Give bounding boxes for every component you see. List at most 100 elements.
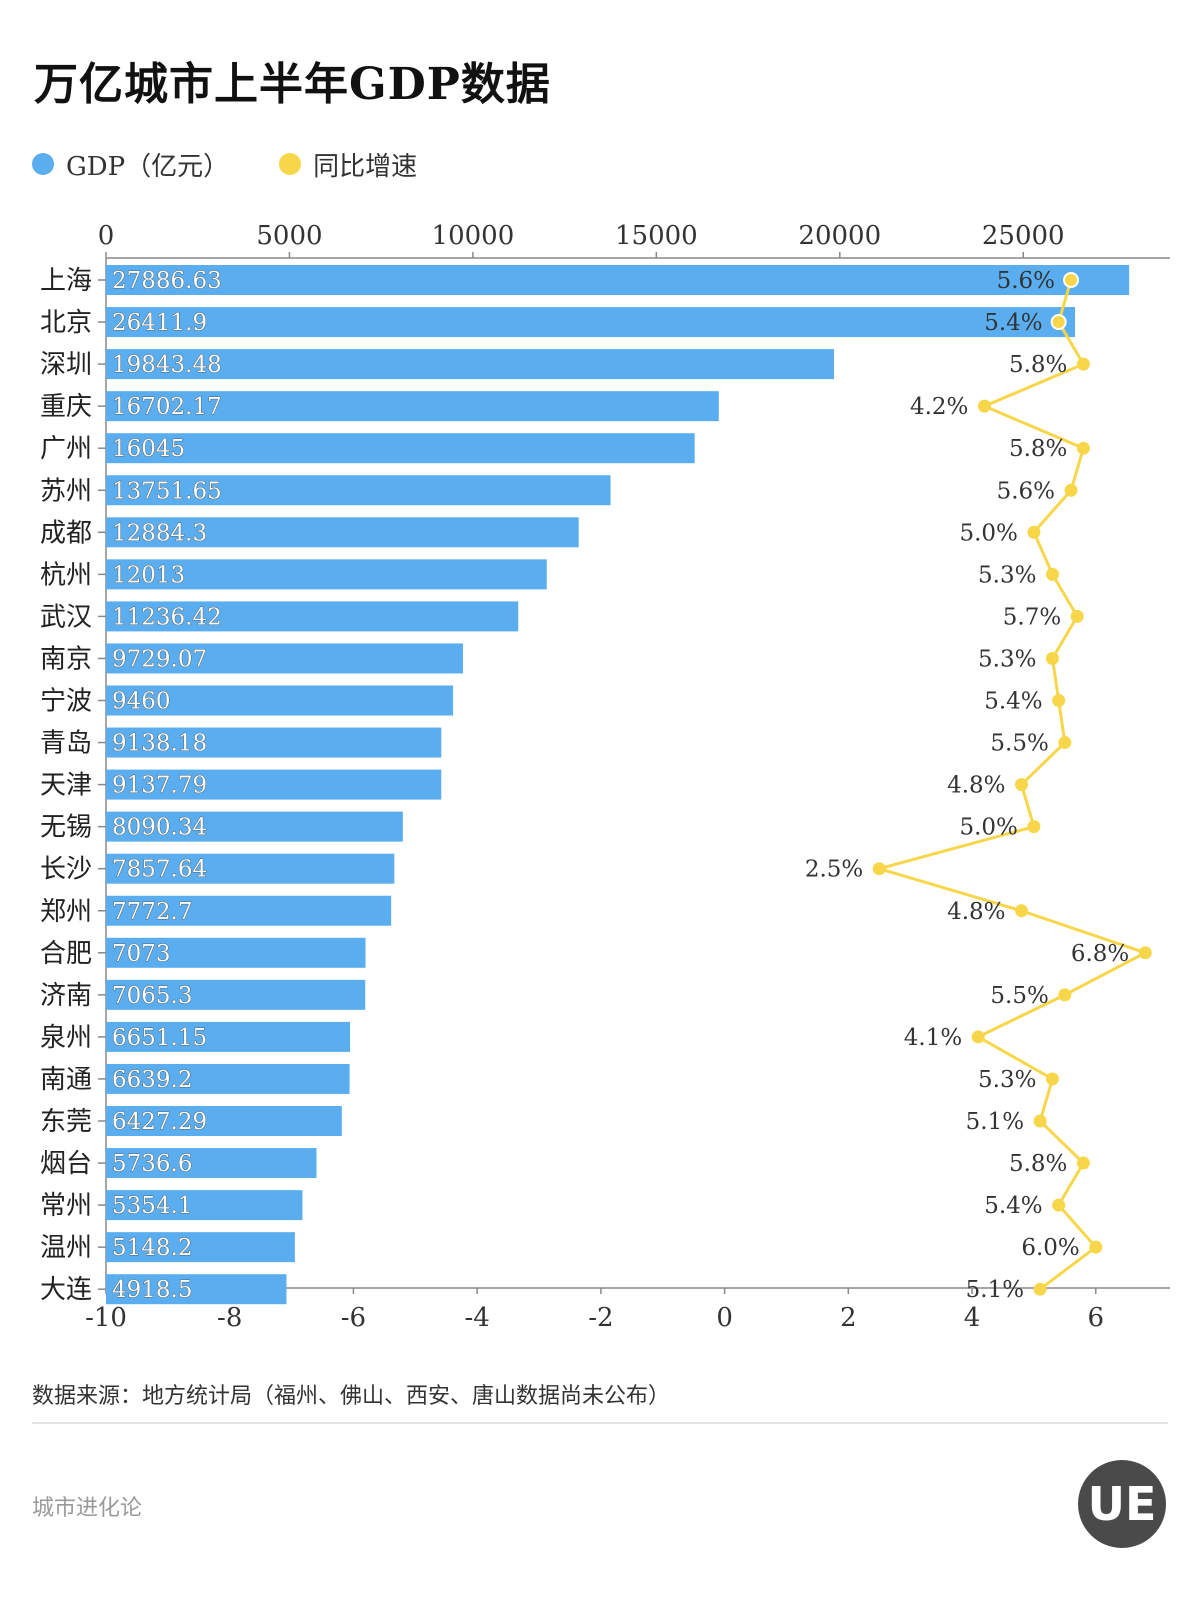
legend-swatch-growth	[279, 153, 302, 175]
chart-title: 万亿城市上半年GDP数据	[34, 59, 551, 110]
growth-value-label: 5.5%	[990, 983, 1048, 1009]
category-label: 武汉	[40, 602, 92, 632]
growth-value-label: 6.8%	[1071, 941, 1129, 967]
gdp-value-label: 12884.3	[112, 520, 207, 546]
gdp-bar	[106, 307, 1076, 338]
gdp-value-label: 6427.29	[112, 1109, 207, 1135]
gdp-bar	[106, 1106, 342, 1136]
top-axis-tick-label: 25000	[982, 221, 1065, 251]
top-axis-tick-label: 15000	[615, 221, 698, 251]
category-label: 重庆	[40, 392, 92, 422]
growth-point	[1027, 525, 1041, 539]
gdp-bar	[106, 475, 611, 506]
gdp-value-label: 27886.63	[112, 268, 222, 294]
category-label: 大连	[40, 1275, 92, 1305]
growth-point	[1052, 694, 1066, 707]
category-label: 天津	[40, 771, 92, 801]
category-label: 深圳	[40, 350, 92, 380]
growth-value-label: 5.3%	[978, 562, 1036, 588]
growth-point	[1033, 1114, 1047, 1128]
growth-value-label: 5.8%	[1009, 1151, 1067, 1177]
category-label: 成都	[40, 518, 92, 548]
gdp-bar	[106, 1190, 303, 1221]
gdp-bar	[106, 643, 463, 674]
growth-point	[1045, 651, 1059, 665]
top-axis-tick-label: 10000	[432, 221, 515, 251]
growth-value-label: 5.3%	[978, 1067, 1036, 1093]
category-label: 济南	[40, 981, 92, 1011]
growth-value-label: 5.1%	[966, 1109, 1024, 1135]
category-label: 泉州	[40, 1023, 92, 1053]
gdp-bar	[106, 433, 695, 464]
growth-value-label: 5.7%	[1003, 604, 1061, 630]
growth-value-label: 5.3%	[978, 646, 1036, 672]
category-label: 东莞	[40, 1107, 92, 1137]
gdp-bar	[106, 895, 392, 926]
category-label: 上海	[40, 266, 92, 296]
gdp-value-label: 9729.07	[112, 646, 207, 672]
category-label: 南京	[40, 644, 92, 674]
growth-value-label: 5.0%	[959, 815, 1017, 841]
growth-point	[1070, 609, 1084, 623]
growth-point	[1064, 483, 1078, 497]
gdp-bar	[106, 937, 366, 968]
gdp-value-label: 7772.7	[112, 899, 192, 925]
gdp-bar	[106, 391, 719, 422]
bottom-axis-tick-label: -4	[464, 1303, 489, 1333]
gdp-bar	[106, 1148, 317, 1179]
gdp-value-label: 7857.64	[112, 857, 207, 883]
category-label: 无锡	[40, 813, 92, 843]
category-label: 苏州	[40, 476, 92, 506]
category-label: 烟台	[40, 1149, 92, 1179]
category-label: 温州	[40, 1233, 92, 1263]
gdp-bar	[106, 601, 519, 632]
legend: GDP（亿元） 同比增速	[32, 144, 467, 184]
category-label: 杭州	[40, 560, 92, 590]
brand-name: 城市进化论	[32, 1496, 143, 1521]
bottom-axis-tick-label: -2	[588, 1303, 613, 1333]
category-label: 长沙	[40, 855, 92, 885]
bottom-axis-tick-label: 2	[840, 1303, 857, 1333]
gdp-bar	[106, 265, 1130, 295]
growth-value-label: 2.5%	[805, 857, 863, 883]
growth-line	[873, 279, 1150, 1291]
gdp-bar	[106, 517, 579, 548]
bottom-axis-tick-label: 6	[1087, 1303, 1104, 1333]
gdp-bar	[106, 1232, 295, 1263]
gdp-value-label: 4918.5	[112, 1277, 192, 1303]
growth-value-label: 5.1%	[966, 1277, 1024, 1303]
gdp-value-label: 9137.79	[112, 773, 207, 799]
bottom-axis-tick-label: 0	[716, 1303, 733, 1333]
growth-value-label: 5.6%	[997, 268, 1055, 294]
growth-point	[977, 399, 991, 413]
growth-point	[1050, 314, 1067, 331]
gdp-bar	[106, 1021, 351, 1052]
growth-value-label: 5.4%	[984, 310, 1042, 336]
growth-point	[1063, 272, 1080, 288]
growth-point	[1138, 946, 1152, 960]
legend-item-growth: 同比增速	[279, 146, 417, 183]
category-label: 北京	[40, 308, 92, 338]
growth-value-label: 5.6%	[997, 478, 1055, 504]
divider	[32, 1422, 1168, 1424]
growth-value-label: 5.8%	[1009, 352, 1067, 378]
category-label: 南通	[40, 1065, 92, 1095]
growth-point	[1015, 778, 1029, 792]
growth-point	[1045, 1072, 1059, 1086]
gdp-bar	[106, 853, 395, 884]
gdp-value-label: 7073	[112, 941, 171, 967]
growth-value-label: 5.8%	[1009, 436, 1067, 462]
growth-point	[1052, 1198, 1066, 1212]
source-note: 数据来源：地方统计局（福州、佛山、西安、唐山数据尚未公布）	[32, 1384, 671, 1409]
gdp-bar	[106, 727, 442, 758]
gdp-value-label: 11236.42	[112, 604, 222, 630]
legend-swatch-gdp	[32, 153, 54, 175]
growth-point	[971, 1030, 985, 1044]
growth-value-label: 4.8%	[947, 899, 1005, 925]
growth-point	[1058, 736, 1072, 750]
category-label: 郑州	[40, 897, 92, 927]
growth-value-label: 4.1%	[904, 1025, 962, 1051]
combo-chart: 0 5000 10000 15000 20000 25000 -10 -8 -6 -4 -2 0 2 4 6…	[40, 221, 1170, 1333]
gdp-value-label: 16702.17	[112, 394, 222, 420]
growth-point	[1076, 357, 1090, 371]
